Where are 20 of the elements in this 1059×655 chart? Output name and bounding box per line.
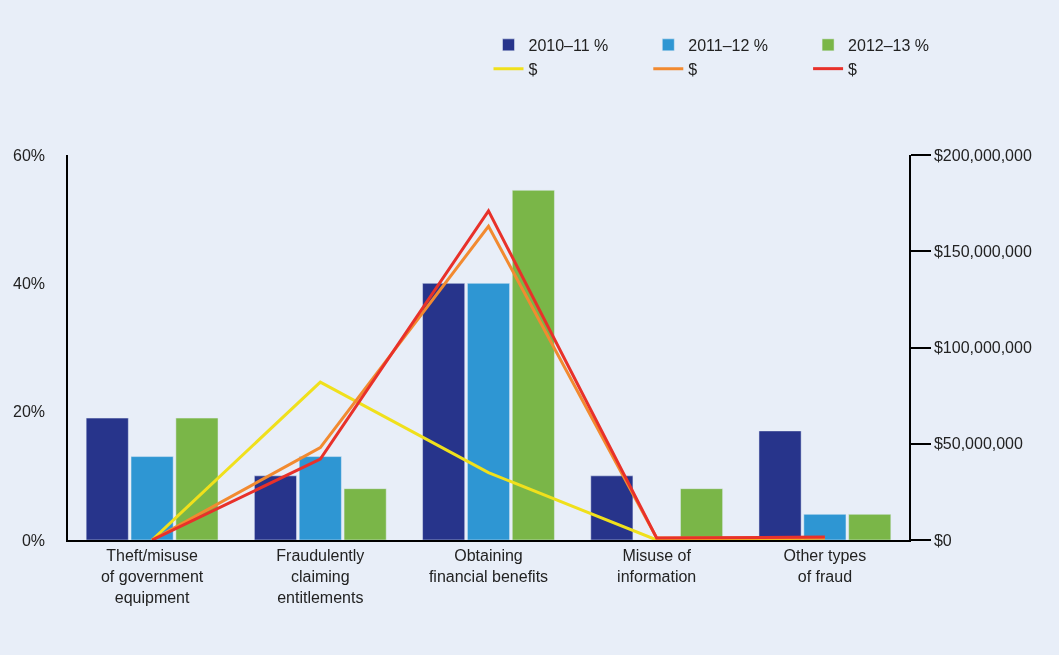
y2-tick-label: $200,000,000 [933, 146, 1032, 164]
x-tick-label: Other types of fraud [783, 546, 867, 585]
x-tick-label: Obtaining financial benefits [428, 546, 549, 585]
legend-label: 2011–12 % [688, 37, 769, 55]
y2-tick-label: $150,000,000 [933, 242, 1032, 260]
legend-label: 2010–11 % [528, 37, 609, 55]
legend-label: $ [688, 60, 698, 78]
legend-label: 2012–13 % [848, 37, 930, 55]
legend-label: $ [528, 60, 538, 78]
y2-tick-label: $100,000,000 [933, 339, 1032, 357]
y-tick-label: 20% [13, 403, 46, 421]
y-tick-label: 60% [13, 146, 46, 164]
y-tick-label: 40% [13, 274, 46, 292]
y2-tick-label: $0 [933, 531, 952, 549]
y-tick-label: 0% [21, 531, 46, 549]
x-tick-label: Theft/misuse of government equipment [100, 546, 204, 606]
x-tick-label: Fraudulently claiming entitlements [276, 546, 365, 606]
y2-tick-label: $50,000,000 [933, 435, 1024, 453]
legend-label: $ [848, 60, 858, 78]
x-tick-label: Misuse of information [617, 546, 697, 585]
